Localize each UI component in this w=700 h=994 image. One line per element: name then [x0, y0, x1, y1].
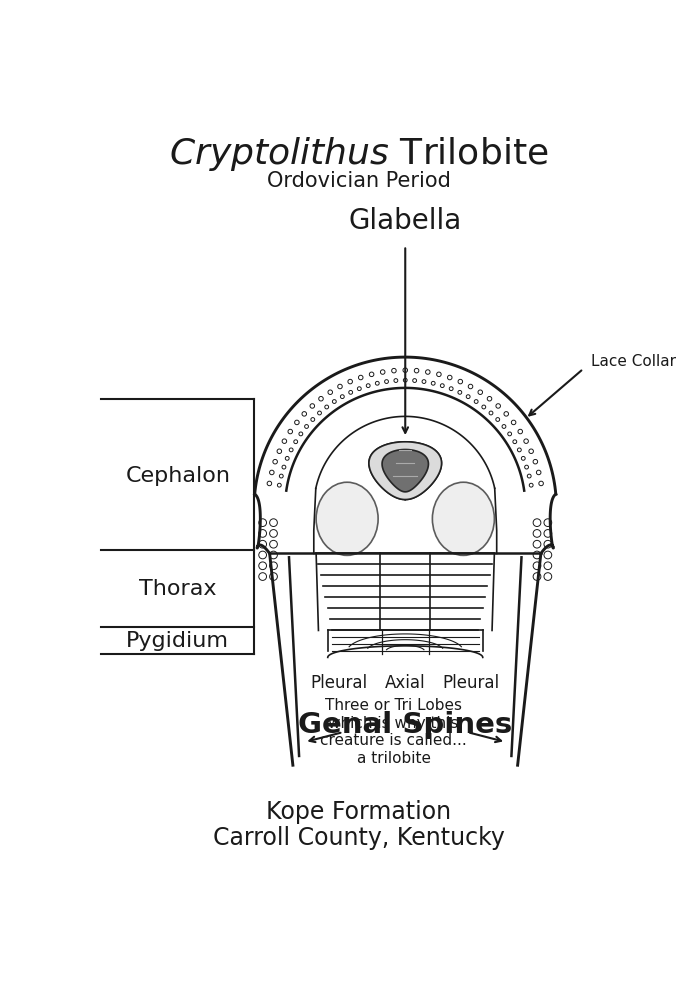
- Text: Carroll County, Kentucky: Carroll County, Kentucky: [213, 825, 505, 849]
- Text: Ordovician Period: Ordovician Period: [267, 171, 451, 191]
- Text: Thorax: Thorax: [139, 579, 216, 598]
- Text: Pleural: Pleural: [311, 673, 368, 691]
- Polygon shape: [382, 450, 428, 492]
- Text: Genal Spines: Genal Spines: [298, 711, 512, 739]
- Text: Cephalon: Cephalon: [125, 465, 230, 485]
- Polygon shape: [382, 450, 428, 492]
- Text: Glabella: Glabella: [349, 207, 462, 235]
- Polygon shape: [369, 442, 442, 500]
- Text: $\it{Cryptolithus}$ Trilobite: $\it{Cryptolithus}$ Trilobite: [169, 135, 549, 173]
- Text: Kope Formation: Kope Formation: [266, 799, 452, 824]
- Text: Pleural: Pleural: [442, 673, 500, 691]
- Ellipse shape: [433, 483, 494, 556]
- Text: Three or Tri Lobes
which is why this
creature is called...
a trilobite: Three or Tri Lobes which is why this cre…: [321, 698, 467, 764]
- Text: Axial: Axial: [385, 673, 426, 691]
- Text: Pygidium: Pygidium: [126, 630, 230, 650]
- Ellipse shape: [316, 483, 378, 556]
- Text: Lace Collar: Lace Collar: [592, 354, 676, 369]
